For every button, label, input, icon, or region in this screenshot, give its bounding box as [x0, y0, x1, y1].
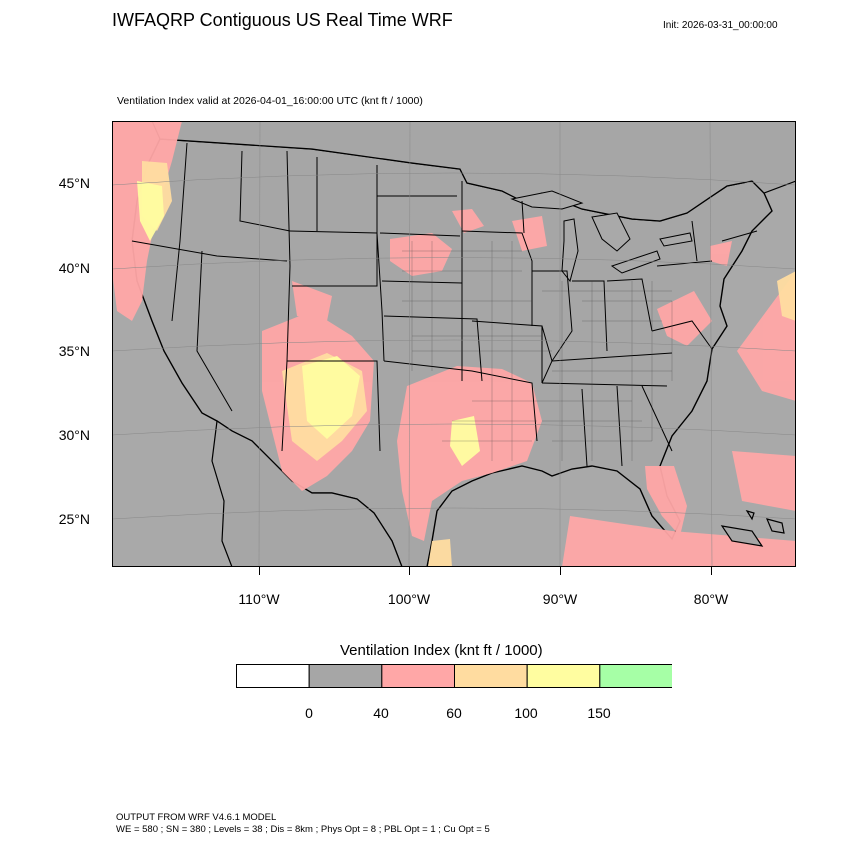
colorbar-bin-3 [454, 664, 528, 688]
lat-label-35: 35°N [58, 343, 90, 359]
lon-label-100: 100°W [387, 591, 431, 607]
county-boundaries [402, 241, 673, 461]
footer-config-line: WE = 580 ; SN = 380 ; Levels = 38 ; Dis … [116, 824, 490, 835]
lon-tick-80 [711, 567, 712, 575]
colorbar-bin-0 [236, 664, 310, 688]
lon-tick-90 [560, 567, 561, 575]
colorbar-tick-0: 0 [305, 705, 313, 721]
colorbar-bin-5 [599, 664, 672, 688]
ventilation-map [112, 121, 796, 567]
colorbar-tick-150: 150 [587, 705, 611, 721]
lon-label-80: 80°W [693, 591, 729, 607]
graticule [112, 121, 796, 567]
canada [112, 121, 796, 222]
lat-label-40: 40°N [58, 260, 90, 276]
lat-label-30: 30°N [58, 427, 90, 443]
lon-label-110: 110°W [238, 591, 280, 607]
colorbar-tick-100: 100 [514, 705, 538, 721]
colorbar-bin-4 [526, 664, 601, 688]
lake-ontario [659, 232, 693, 247]
lon-label-90: 90°W [542, 591, 578, 607]
lake-superior [510, 190, 584, 210]
vi-100-150-areas [137, 181, 480, 466]
caribbean-islands [720, 509, 785, 547]
lake-erie [610, 250, 661, 274]
map-border [112, 121, 796, 567]
colorbar-title: Ventilation Index (knt ft / 1000) [340, 642, 543, 659]
colorbar-bin-1 [308, 664, 383, 688]
lat-label-45: 45°N [58, 175, 90, 191]
init-time-label: Init: 2026-03-31_00:00:00 [663, 20, 778, 31]
state-boundaries [131, 142, 758, 467]
lon-tick-100 [409, 567, 410, 575]
colorbar-tick-60: 60 [446, 705, 462, 721]
lake-michigan [561, 218, 579, 283]
footer-model-line: OUTPUT FROM WRF V4.6.1 MODEL [116, 812, 277, 823]
colorbar [236, 664, 672, 688]
colorbar-tick-40: 40 [373, 705, 389, 721]
mexico [211, 419, 403, 567]
main-title: IWFAQRP Contiguous US Real Time WRF [112, 10, 453, 30]
map-subtitle: Ventilation Index valid at 2026-04-01_16… [117, 95, 423, 107]
lon-tick-110 [259, 567, 260, 575]
colorbar-bin-2 [381, 664, 455, 688]
lat-label-25: 25°N [58, 511, 90, 527]
lake-huron [591, 212, 631, 252]
